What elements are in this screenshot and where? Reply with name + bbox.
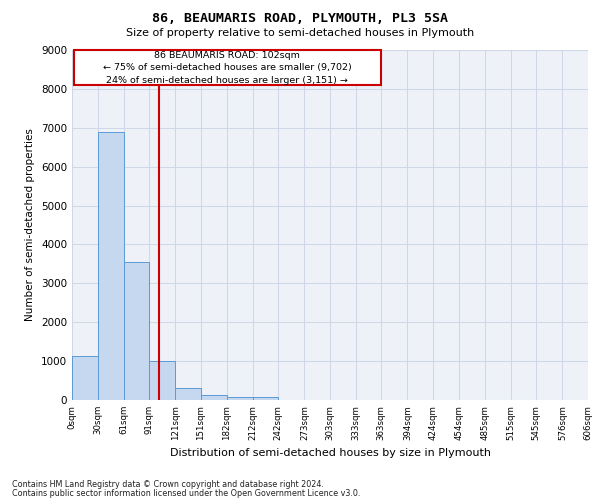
Bar xyxy=(253,396,278,400)
Bar xyxy=(98,132,124,400)
Text: Contains public sector information licensed under the Open Government Licence v3: Contains public sector information licen… xyxy=(12,488,361,498)
FancyBboxPatch shape xyxy=(74,50,381,85)
Y-axis label: Number of semi-detached properties: Number of semi-detached properties xyxy=(25,128,35,322)
X-axis label: Distribution of semi-detached houses by size in Plymouth: Distribution of semi-detached houses by … xyxy=(170,448,491,458)
Text: 86 BEAUMARIS ROAD: 102sqm
← 75% of semi-detached houses are smaller (9,702)
24% : 86 BEAUMARIS ROAD: 102sqm ← 75% of semi-… xyxy=(103,50,352,84)
Bar xyxy=(175,388,200,400)
Bar xyxy=(227,396,253,400)
Bar xyxy=(200,395,227,400)
Text: 86, BEAUMARIS ROAD, PLYMOUTH, PL3 5SA: 86, BEAUMARIS ROAD, PLYMOUTH, PL3 5SA xyxy=(152,12,448,26)
Bar xyxy=(72,356,98,400)
Text: Contains HM Land Registry data © Crown copyright and database right 2024.: Contains HM Land Registry data © Crown c… xyxy=(12,480,324,489)
Bar xyxy=(124,262,149,400)
Bar xyxy=(149,361,175,400)
Text: Size of property relative to semi-detached houses in Plymouth: Size of property relative to semi-detach… xyxy=(126,28,474,38)
